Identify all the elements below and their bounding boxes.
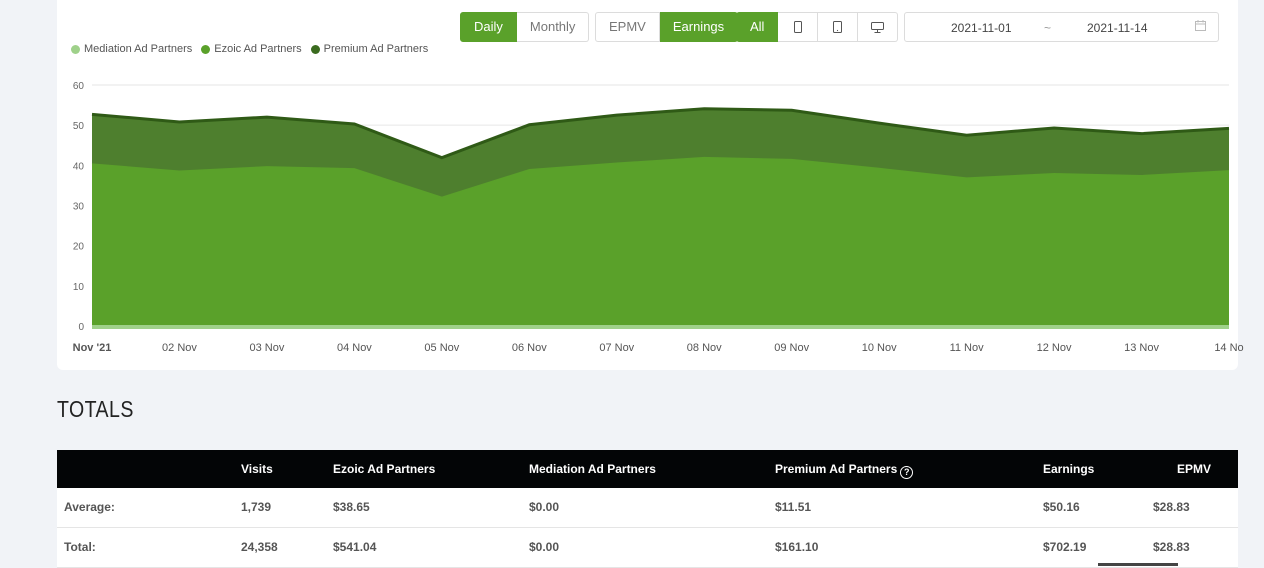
x-tick-label: 09 Nov — [774, 342, 809, 354]
device-all-button[interactable]: All — [736, 12, 779, 42]
device-toggle: All — [736, 12, 899, 42]
cell-epmv: $28.83 — [1153, 540, 1190, 554]
desktop-icon — [871, 21, 885, 33]
series-line-3 — [91, 107, 1230, 160]
period-toggle: Daily Monthly — [460, 12, 590, 42]
header-earnings: Earnings — [1043, 462, 1095, 476]
area-ezoic — [92, 156, 1229, 326]
x-tick-label: 11 Nov — [950, 342, 985, 354]
legend-dot — [201, 44, 211, 54]
earnings-chart: 0 10 20 30 40 50 60 Nov '21 02 Nov 03 Nov 04 Nov 05… — [73, 81, 1244, 354]
x-tick-label: 07 Nov — [599, 342, 634, 354]
cell-premium: $161.10 — [775, 540, 819, 554]
metric-toggle: EPMV Earnings — [595, 12, 739, 42]
cell-mediation: $0.00 — [529, 500, 560, 514]
series-line-2 — [91, 156, 1230, 198]
header-premium-wrap: Premium Ad Partners? — [775, 462, 914, 479]
cell-earnings: $50.16 — [1043, 500, 1080, 514]
y-tick-label: 20 — [73, 242, 85, 253]
daily-button[interactable]: Daily — [460, 12, 517, 42]
desktop-button[interactable] — [858, 12, 899, 42]
row-label: Total: — [64, 540, 96, 554]
header-epmv: EPMV — [1177, 462, 1212, 476]
header-visits: Visits — [241, 462, 273, 476]
y-tick-label: 50 — [73, 121, 85, 132]
x-tick-label: 04 Nov — [337, 342, 372, 354]
header-mediation: Mediation Ad Partners — [529, 462, 656, 476]
table-header: Visits Ezoic Ad Partners Mediation Ad Pa… — [57, 450, 1238, 488]
cell-earnings: $702.19 — [1043, 540, 1087, 554]
legend-dot — [71, 44, 80, 54]
date-range-picker[interactable]: 2021-11-01 ~ 2021-11-14 — [904, 12, 1219, 42]
x-tick-label: 12 Nov — [1037, 342, 1072, 354]
legend-item-ezoic[interactable]: Ezoic Ad Partners — [201, 43, 302, 55]
tablet-button[interactable] — [818, 12, 859, 42]
legend-dot — [310, 44, 320, 54]
x-tick-label: 08 Nov — [687, 342, 722, 354]
y-tick-label: 30 — [73, 202, 85, 213]
mobile-button[interactable] — [778, 12, 819, 42]
table-row-average: Average: 1,739 $38.65 $0.00 $11.51 $50.1… — [57, 488, 1238, 528]
y-tick-label: 40 — [73, 161, 85, 172]
legend-item-premium[interactable]: Premium Ad Partners — [310, 43, 429, 55]
legend-label: Ezoic Ad Partners — [214, 43, 302, 55]
y-tick-label: 60 — [73, 81, 85, 92]
help-icon[interactable]: ? — [900, 466, 914, 479]
legend-label: Premium Ad Partners — [323, 43, 429, 55]
earnings-button[interactable]: Earnings — [659, 12, 739, 42]
totals-table: Visits Ezoic Ad Partners Mediation Ad Pa… — [57, 450, 1238, 568]
y-tick-label: 10 — [73, 282, 85, 293]
x-tick-label: 03 Nov — [249, 342, 284, 354]
y-tick-label: 0 — [78, 322, 84, 333]
x-tick-label: 10 Nov — [862, 342, 897, 354]
tablet-icon — [833, 21, 843, 33]
row-label: Average: — [64, 500, 115, 514]
cell-visits: 24,358 — [241, 540, 278, 554]
mediation-baseline — [92, 325, 1229, 329]
date-separator: ~ — [1044, 21, 1052, 35]
x-tick-label: 06 Nov — [512, 342, 547, 354]
horizontal-scrollbar[interactable] — [1098, 563, 1178, 566]
x-tick-label: Nov '21 — [73, 342, 112, 354]
cell-visits: 1,739 — [241, 500, 272, 514]
x-tick-label: 14 No — [1214, 342, 1243, 354]
table-row-total: Total: 24,358 $541.04 $0.00 $161.10 $702… — [57, 528, 1238, 568]
chart-legend: Mediation Ad Partners Ezoic Ad Partners … — [71, 43, 437, 55]
area-premium — [92, 108, 1229, 197]
totals-heading: TOTALS — [57, 396, 134, 422]
header-ezoic: Ezoic Ad Partners — [333, 462, 436, 476]
calendar-icon[interactable] — [1195, 20, 1206, 34]
x-tick-label: 13 Nov — [1124, 342, 1159, 354]
mobile-icon — [793, 21, 802, 33]
header-premium: Premium Ad Partners — [775, 462, 898, 476]
cell-ezoic: $38.65 — [333, 500, 370, 514]
x-tick-label: 02 Nov — [162, 342, 197, 354]
x-tick-label: 05 Nov — [424, 342, 459, 354]
cell-ezoic: $541.04 — [333, 540, 377, 554]
date-from[interactable]: 2021-11-01 — [951, 21, 1012, 35]
cell-premium: $11.51 — [775, 500, 812, 514]
date-to[interactable]: 2021-11-14 — [1087, 21, 1148, 35]
cell-epmv: $28.83 — [1153, 500, 1190, 514]
legend-label: Mediation Ad Partners — [84, 43, 193, 55]
legend-item-mediation[interactable]: Mediation Ad Partners — [71, 43, 192, 55]
cell-mediation: $0.00 — [529, 540, 560, 554]
monthly-button[interactable]: Monthly — [516, 12, 590, 42]
epmv-button[interactable]: EPMV — [595, 12, 660, 42]
